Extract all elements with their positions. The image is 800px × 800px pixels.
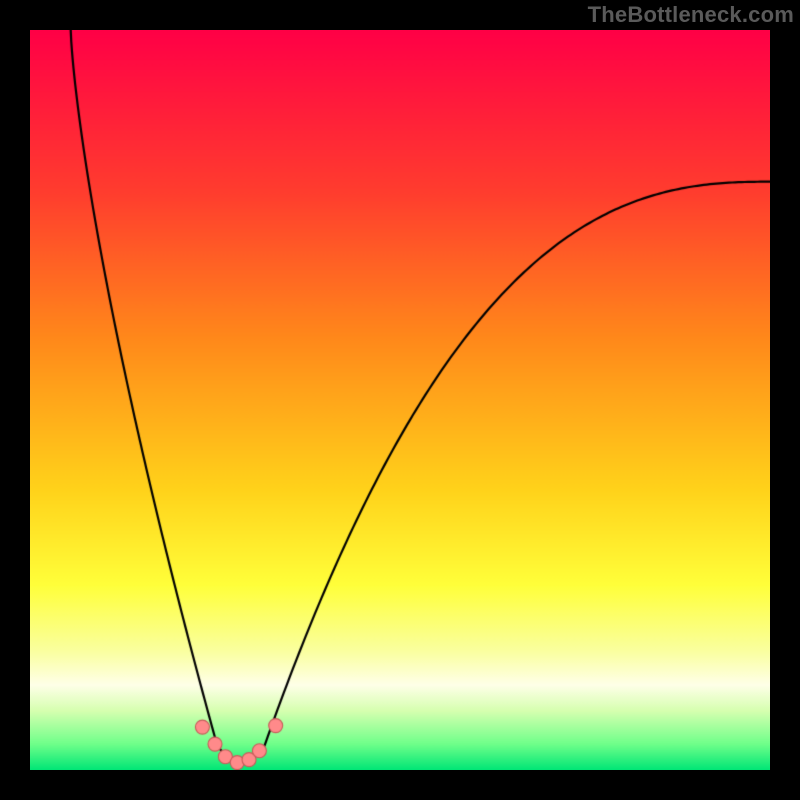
curve-layer: [30, 30, 770, 770]
chart-frame: TheBottleneck.com: [0, 0, 800, 800]
plot-area: [30, 30, 770, 770]
watermark-text: TheBottleneck.com: [588, 2, 794, 28]
